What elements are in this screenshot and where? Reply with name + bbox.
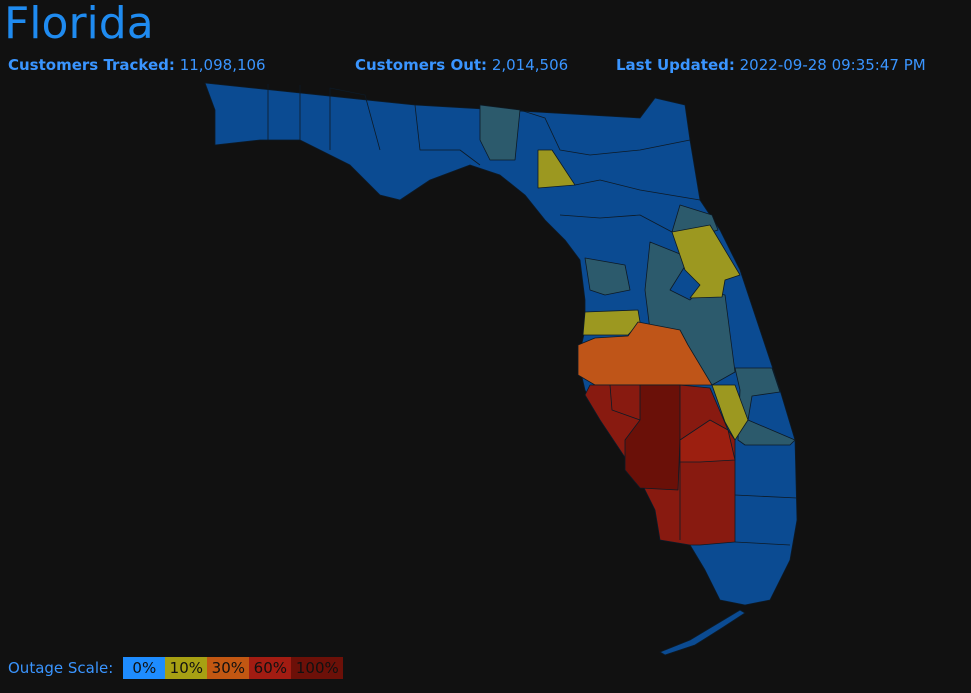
legend-label: Outage Scale:	[8, 659, 114, 677]
region-olive	[711, 384, 749, 441]
stat-updated: Last Updated: 2022-09-28 09:35:47 PM	[616, 56, 926, 74]
county-line	[414, 104, 481, 166]
legend-step: 60%	[249, 657, 292, 679]
stat-out: Customers Out: 2,014,506	[355, 56, 568, 74]
county-line	[329, 87, 381, 151]
legend-step: 30%	[207, 657, 250, 679]
region-olive	[671, 224, 741, 299]
county-line	[609, 384, 641, 421]
region-teal	[584, 257, 631, 296]
county-line	[734, 541, 791, 546]
legend-step: 100%	[291, 657, 344, 679]
page-title: Florida	[4, 0, 154, 49]
legend: Outage Scale: 0% 10% 30% 60% 100%	[8, 657, 344, 679]
legend-step: 10%	[165, 657, 208, 679]
region-darkred	[624, 384, 681, 491]
stat-tracked: Customers Tracked: 11,098,106	[8, 56, 266, 74]
keys	[659, 609, 746, 656]
stat-value: 2,014,506	[491, 56, 569, 74]
county-line	[519, 109, 691, 156]
county-line	[559, 214, 673, 233]
stat-label: Customers Tracked:	[8, 56, 175, 74]
county-line	[574, 179, 701, 201]
legend-step: 0%	[123, 657, 166, 679]
stat-label: Customers Out:	[355, 56, 488, 74]
county-line	[734, 494, 798, 499]
stat-value: 2022-09-28 09:35:47 PM	[739, 56, 926, 74]
stat-value: 11,098,106	[179, 56, 266, 74]
region-teal	[479, 104, 521, 161]
stat-label: Last Updated:	[616, 56, 735, 74]
